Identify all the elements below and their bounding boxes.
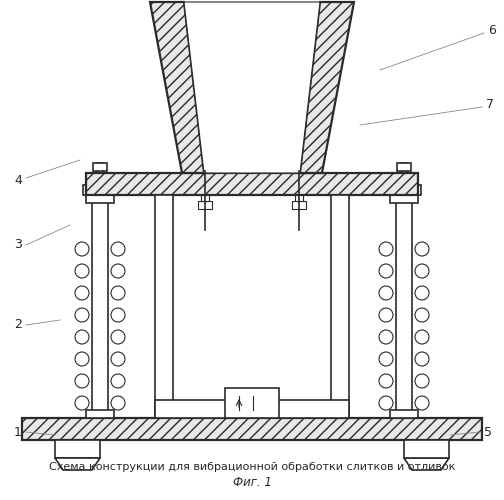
Text: 7: 7 [486, 98, 494, 112]
Circle shape [379, 286, 393, 300]
Circle shape [111, 308, 125, 322]
Circle shape [75, 374, 89, 388]
Bar [155, 400, 349, 418]
Circle shape [415, 352, 429, 366]
Text: Схема конструкции для вибрационной обработки слитков и отливок: Схема конструкции для вибрационной обраб… [49, 462, 455, 472]
Bar [201, 195, 209, 201]
Circle shape [415, 374, 429, 388]
Bar [404, 440, 449, 458]
Polygon shape [184, 2, 320, 173]
Circle shape [111, 286, 125, 300]
Text: 2: 2 [14, 318, 22, 332]
Circle shape [75, 264, 89, 278]
Bar [397, 163, 411, 171]
Circle shape [379, 396, 393, 410]
Text: 6: 6 [488, 24, 496, 36]
Bar [331, 195, 349, 418]
Bar [83, 185, 117, 195]
Bar [294, 159, 304, 165]
Circle shape [111, 264, 125, 278]
Bar [390, 195, 418, 203]
Circle shape [111, 374, 125, 388]
Circle shape [379, 242, 393, 256]
Circle shape [75, 396, 89, 410]
Circle shape [75, 242, 89, 256]
Circle shape [111, 396, 125, 410]
Bar [92, 195, 108, 418]
Circle shape [75, 330, 89, 344]
Bar [292, 201, 306, 209]
Circle shape [75, 286, 89, 300]
Text: 5: 5 [484, 426, 492, 438]
Polygon shape [55, 458, 100, 470]
Circle shape [379, 352, 393, 366]
Bar [291, 165, 307, 173]
Bar [155, 195, 173, 418]
Circle shape [75, 352, 89, 366]
Text: 1: 1 [14, 426, 22, 438]
Bar [396, 195, 412, 418]
Polygon shape [404, 458, 449, 470]
Bar [55, 440, 100, 458]
Bar [22, 418, 482, 440]
Bar [390, 410, 418, 418]
Circle shape [415, 330, 429, 344]
Bar [93, 163, 107, 171]
Bar [401, 163, 407, 185]
Bar [387, 185, 421, 195]
Circle shape [415, 242, 429, 256]
Bar [97, 163, 103, 185]
Bar [95, 180, 105, 185]
Bar [86, 410, 114, 418]
Text: Фиг. 1: Фиг. 1 [232, 476, 272, 488]
Bar [197, 165, 213, 173]
Text: 3: 3 [14, 238, 22, 252]
Bar [399, 180, 409, 185]
Bar [225, 388, 279, 418]
Circle shape [415, 264, 429, 278]
Bar [200, 159, 210, 165]
Circle shape [379, 308, 393, 322]
Circle shape [111, 352, 125, 366]
Bar [295, 195, 303, 201]
Bar [86, 195, 114, 203]
Bar [198, 201, 212, 209]
Circle shape [415, 286, 429, 300]
Text: 4: 4 [14, 174, 22, 186]
Circle shape [415, 308, 429, 322]
Circle shape [415, 396, 429, 410]
Circle shape [379, 330, 393, 344]
Bar [86, 173, 418, 195]
Circle shape [111, 330, 125, 344]
Circle shape [379, 374, 393, 388]
Circle shape [379, 264, 393, 278]
Polygon shape [300, 2, 354, 173]
Circle shape [111, 242, 125, 256]
Polygon shape [150, 2, 204, 173]
Circle shape [75, 308, 89, 322]
